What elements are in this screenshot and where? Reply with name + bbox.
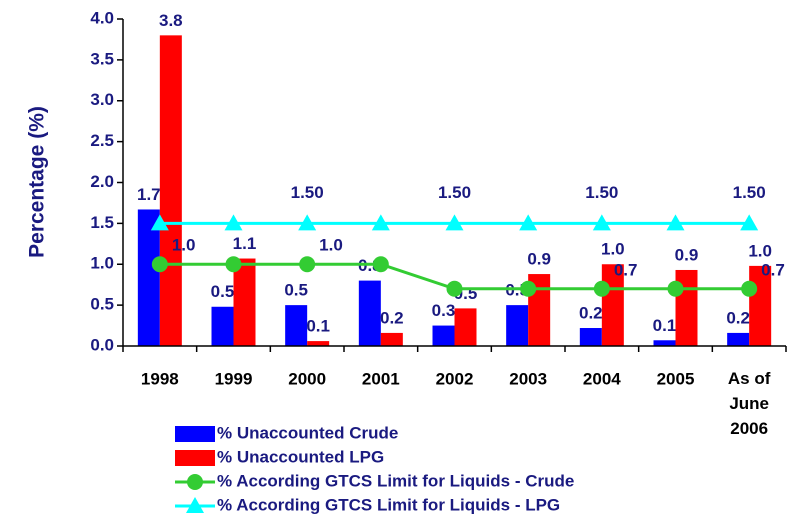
line-marker	[224, 214, 243, 231]
x-tick-label: 2002	[436, 369, 474, 388]
bar-value-label: 0.2	[579, 303, 603, 322]
line-marker	[667, 280, 684, 297]
bar-value-label: 1.7	[137, 185, 161, 204]
line-value-label: 1.50	[438, 183, 471, 202]
y-axis-title: Percentage (%)	[26, 106, 49, 258]
line-marker	[593, 280, 610, 297]
x-tick-label: 1998	[141, 369, 179, 388]
bar	[579, 328, 602, 346]
bar	[454, 308, 477, 346]
bar	[159, 35, 182, 346]
legend-label: % According GTCS Limit for Liquids - Cru…	[217, 471, 574, 490]
bar-value-label: 0.3	[432, 301, 456, 320]
x-tick-label: 2000	[288, 369, 326, 388]
line-marker	[150, 214, 169, 231]
bar	[675, 269, 698, 346]
y-tick-label: 3.5	[90, 49, 114, 68]
bar	[432, 325, 455, 346]
legend-label: % Unaccounted LPG	[217, 447, 384, 466]
legend-marker	[187, 474, 203, 490]
line-marker	[371, 214, 390, 231]
line-marker	[592, 214, 611, 231]
bar-value-label: 0.9	[675, 245, 699, 264]
line-marker	[298, 214, 317, 231]
x-tick-label: 2001	[362, 369, 400, 388]
bar-value-label: 0.2	[726, 308, 750, 327]
bar-value-label: 0.9	[527, 250, 551, 269]
bar-value-label: 1.1	[233, 234, 257, 253]
line-value-label: 1.50	[733, 183, 766, 202]
y-tick-label: 0.0	[90, 335, 114, 354]
line-value-label: 1.0	[319, 236, 343, 255]
legend-label: % According GTCS Limit for Liquids - LPG	[217, 495, 560, 514]
bar	[137, 209, 160, 346]
x-tick-label: 1999	[215, 369, 253, 388]
y-tick-label: 1.0	[90, 254, 114, 273]
bar-value-label: 0.5	[284, 281, 308, 300]
legend-label: % Unaccounted Crude	[217, 423, 398, 442]
line-value-label: 1.50	[291, 183, 324, 202]
bar-value-label: 0.1	[306, 317, 330, 336]
bar	[233, 258, 256, 346]
line-marker	[446, 280, 463, 297]
bar-value-label: 0.2	[380, 308, 404, 327]
line-marker	[372, 256, 389, 273]
y-tick-label: 4.0	[90, 8, 114, 27]
line-marker	[666, 214, 685, 231]
line-marker	[299, 256, 316, 273]
bar	[506, 305, 529, 346]
line-marker	[225, 256, 242, 273]
legend-swatch	[175, 450, 215, 466]
y-tick-label: 2.5	[90, 131, 114, 150]
line-marker	[740, 214, 759, 231]
line-value-label: 1.0	[172, 236, 196, 255]
line-marker	[519, 214, 538, 231]
bar-value-label: 3.8	[159, 11, 183, 30]
y-tick-label: 3.0	[90, 90, 114, 109]
bar	[285, 305, 308, 346]
bar	[380, 332, 403, 346]
legend-marker	[186, 497, 204, 513]
line-value-label: 1.50	[585, 183, 618, 202]
bar	[307, 341, 330, 346]
bar	[653, 340, 676, 346]
bar-value-label: 0.5	[211, 282, 235, 301]
x-tick-label: 2003	[509, 369, 547, 388]
x-tick-label: 2005	[657, 369, 695, 388]
bar-value-label: 1.0	[601, 240, 625, 259]
x-tick-label: As of June 2006	[728, 369, 771, 438]
bar	[211, 306, 234, 346]
line-value-label: 0.7	[761, 260, 785, 279]
line-marker	[445, 214, 464, 231]
x-tick-label: 2004	[583, 369, 621, 388]
y-tick-label: 2.0	[90, 172, 114, 191]
line-marker	[741, 280, 758, 297]
bar	[727, 332, 750, 346]
bar	[358, 280, 381, 346]
line-marker	[151, 256, 168, 273]
line-value-label: 0.7	[614, 260, 638, 279]
y-tick-label: 0.5	[90, 295, 114, 314]
bar-value-label: 0.1	[653, 316, 677, 335]
bar-value-label: 1.0	[748, 241, 772, 260]
line-marker	[520, 280, 537, 297]
y-tick-label: 1.5	[90, 213, 114, 232]
legend-swatch	[175, 426, 215, 442]
